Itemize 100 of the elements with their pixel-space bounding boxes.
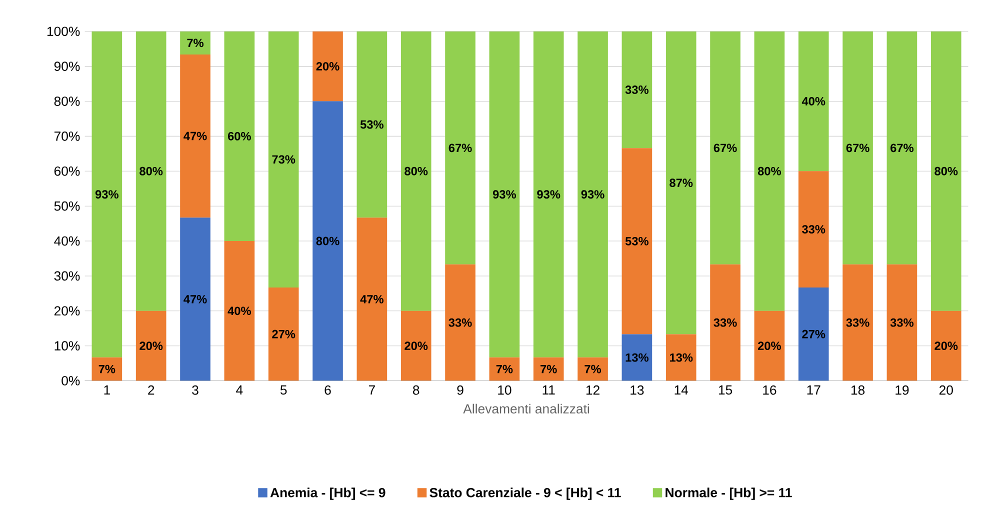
data-label: 47%: [184, 294, 207, 304]
x-tick-label: 5: [280, 385, 287, 395]
bar: [666, 31, 696, 334]
bar: [622, 334, 652, 381]
y-tick-label: 40%: [54, 236, 80, 246]
bar: [578, 357, 608, 381]
data-label: 93%: [581, 190, 604, 199]
bar: [92, 31, 122, 358]
x-tick-label: 18: [851, 385, 865, 395]
x-tick-label: 9: [457, 385, 464, 395]
x-tick-label: 13: [630, 385, 644, 395]
data-label: 67%: [890, 144, 914, 152]
data-label: 27%: [272, 330, 296, 338]
data-label: 93%: [537, 190, 560, 199]
bar: [842, 31, 873, 264]
data-label: 7%: [98, 364, 116, 374]
bar: [710, 264, 740, 381]
data-label: 80%: [758, 166, 781, 176]
bar: [445, 264, 476, 381]
x-tick-label: 17: [807, 385, 820, 394]
y-tick-label: 0%: [62, 376, 80, 386]
bar: [754, 310, 785, 381]
bar: [622, 31, 652, 148]
data-label: 53%: [360, 120, 384, 129]
bar: [842, 264, 873, 381]
bar: [268, 287, 299, 381]
bar: [136, 310, 166, 381]
bar: [180, 54, 210, 218]
data-label: 7%: [496, 364, 513, 374]
bar: [180, 31, 210, 54]
data-label: 7%: [187, 38, 204, 48]
data-label: 67%: [714, 144, 737, 152]
data-label: 13%: [670, 353, 693, 362]
bar: [489, 31, 520, 358]
data-label: 87%: [670, 178, 693, 188]
bar: [180, 218, 210, 381]
data-label: 53%: [625, 236, 648, 246]
data-label: 67%: [448, 144, 472, 152]
data-label: 20%: [758, 342, 781, 350]
x-tick-label: 8: [413, 385, 420, 395]
data-label: 40%: [228, 306, 251, 316]
y-tick-label: 30%: [54, 271, 80, 281]
bar: [92, 357, 122, 381]
bar: [754, 31, 785, 311]
bar: [356, 218, 388, 381]
bar: [489, 357, 520, 381]
bar: [710, 31, 740, 264]
bar: [622, 148, 652, 334]
data-label: 7%: [584, 364, 602, 374]
bar: [886, 264, 918, 381]
data-label: 33%: [802, 225, 826, 234]
x-tick-label: 11: [542, 385, 555, 394]
bar: [930, 310, 962, 381]
x-tick-label: 6: [324, 385, 331, 395]
x-tick-label: 4: [236, 385, 243, 394]
legend-label: Normale - [Hb] >= 11: [666, 488, 792, 500]
data-label: 80%: [316, 236, 340, 246]
legend-label: Anemia - [Hb] <= 9: [270, 488, 386, 500]
bar: [356, 31, 388, 218]
bar: [400, 310, 432, 381]
data-label: 7%: [540, 364, 557, 374]
legend-label: Stato Carenziale - 9 < [Hb] < 11: [430, 488, 621, 500]
x-tick-label: 1: [104, 385, 110, 394]
x-axis-title: Allevamenti analizzati: [463, 404, 589, 414]
data-label: 27%: [802, 330, 826, 338]
x-tick-label: 10: [498, 385, 512, 395]
data-label: 20%: [934, 342, 958, 350]
data-label: 13%: [626, 353, 648, 362]
y-tick-label: 20%: [54, 306, 80, 316]
bar: [136, 31, 166, 311]
bar: [400, 31, 432, 311]
data-label: 73%: [272, 155, 296, 164]
data-label: 33%: [714, 318, 737, 327]
data-label: 20%: [404, 342, 428, 350]
y-tick-label: 10%: [54, 341, 80, 350]
bar: [268, 31, 299, 288]
bar: [224, 31, 255, 241]
data-label: 47%: [184, 132, 207, 140]
data-label: 33%: [846, 318, 870, 327]
bar: [445, 31, 476, 264]
data-label: 33%: [448, 318, 472, 327]
data-label: 93%: [95, 190, 118, 199]
bar: [578, 31, 608, 358]
y-tick-label: 50%: [54, 201, 80, 211]
bar: [224, 240, 255, 381]
data-label: 80%: [140, 166, 163, 176]
bar: [798, 287, 829, 381]
y-tick-label: 80%: [54, 96, 80, 106]
x-tick-label: 7: [368, 385, 375, 394]
x-tick-label: 12: [586, 385, 600, 395]
data-label: 33%: [890, 318, 914, 327]
data-label: 33%: [625, 85, 648, 94]
data-label: 47%: [360, 294, 384, 304]
y-tick-label: 100%: [47, 26, 80, 36]
data-label: 60%: [228, 132, 251, 140]
bar: [666, 334, 696, 381]
x-tick-label: 15: [718, 385, 732, 395]
x-tick-label: 20: [939, 385, 953, 395]
x-tick-label: 3: [192, 385, 198, 395]
bar: [312, 31, 343, 102]
